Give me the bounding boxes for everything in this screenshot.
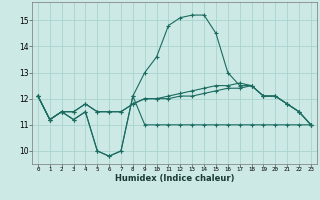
X-axis label: Humidex (Indice chaleur): Humidex (Indice chaleur) bbox=[115, 174, 234, 183]
